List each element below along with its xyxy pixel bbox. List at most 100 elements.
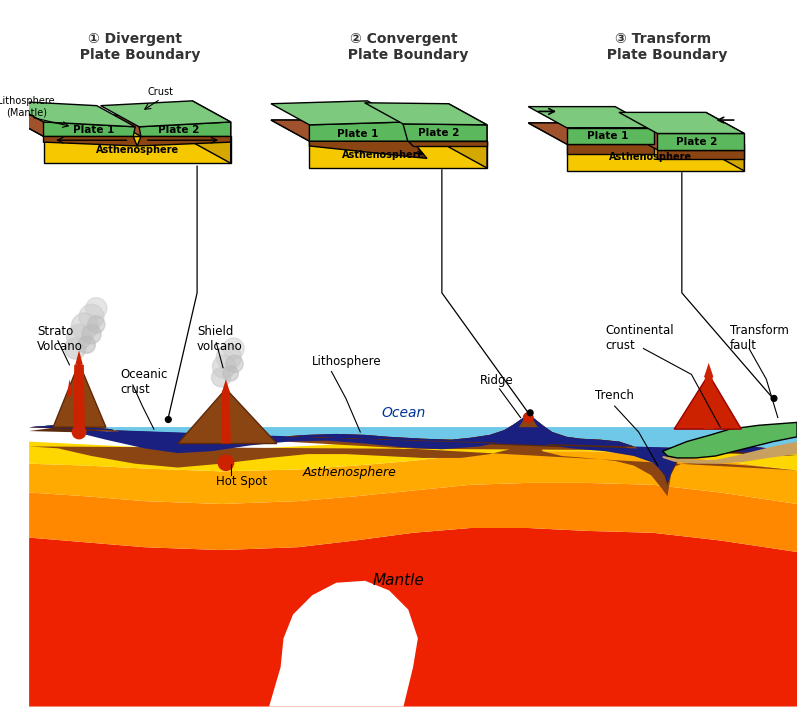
Text: ① Divergent
  Plate Boundary: ① Divergent Plate Boundary: [70, 32, 200, 62]
Circle shape: [88, 316, 105, 333]
Text: ② Convergent
  Plate Boundary: ② Convergent Plate Boundary: [338, 32, 469, 62]
Polygon shape: [365, 103, 487, 125]
Circle shape: [79, 304, 104, 329]
Polygon shape: [706, 128, 744, 159]
Polygon shape: [408, 141, 487, 146]
Polygon shape: [5, 115, 134, 136]
Polygon shape: [178, 389, 277, 443]
Polygon shape: [619, 128, 744, 150]
Circle shape: [82, 324, 101, 344]
Text: Oceanic
crust: Oceanic crust: [120, 368, 168, 396]
Circle shape: [86, 298, 107, 319]
Polygon shape: [101, 101, 230, 127]
Polygon shape: [528, 123, 654, 144]
Polygon shape: [310, 141, 487, 168]
Text: Ocean: Ocean: [382, 406, 426, 420]
Text: Ridge: Ridge: [480, 374, 514, 387]
Circle shape: [771, 396, 777, 402]
Polygon shape: [29, 283, 797, 707]
Text: Trench: Trench: [595, 389, 634, 402]
Circle shape: [223, 338, 244, 359]
Polygon shape: [75, 350, 83, 365]
Polygon shape: [137, 136, 230, 146]
Polygon shape: [403, 124, 487, 141]
Polygon shape: [271, 120, 487, 141]
Polygon shape: [619, 112, 744, 133]
Polygon shape: [566, 128, 654, 144]
Polygon shape: [222, 379, 230, 392]
Polygon shape: [250, 581, 418, 707]
Polygon shape: [658, 133, 744, 150]
Polygon shape: [310, 122, 413, 141]
Polygon shape: [192, 115, 230, 163]
Text: Mantle: Mantle: [373, 573, 425, 588]
Polygon shape: [221, 391, 230, 443]
Circle shape: [527, 410, 533, 416]
Polygon shape: [5, 115, 230, 136]
Text: Continental
crust: Continental crust: [605, 324, 674, 352]
Circle shape: [166, 417, 171, 423]
Circle shape: [218, 455, 234, 470]
Text: Plate 1: Plate 1: [337, 129, 378, 139]
Polygon shape: [271, 101, 406, 125]
Polygon shape: [43, 136, 230, 163]
Polygon shape: [53, 363, 106, 428]
Polygon shape: [66, 379, 72, 399]
Text: Plate 2: Plate 2: [675, 137, 717, 146]
Text: Plate 1: Plate 1: [587, 131, 628, 141]
Polygon shape: [370, 120, 487, 141]
Text: Asthenosphere: Asthenosphere: [609, 152, 692, 162]
Polygon shape: [29, 413, 797, 451]
Polygon shape: [662, 441, 797, 464]
Circle shape: [213, 355, 235, 379]
Polygon shape: [674, 374, 742, 429]
Circle shape: [72, 425, 86, 439]
Polygon shape: [658, 150, 744, 159]
Polygon shape: [449, 120, 487, 168]
Polygon shape: [566, 144, 744, 171]
Polygon shape: [29, 483, 797, 552]
Text: Transform
fault: Transform fault: [730, 324, 789, 352]
Polygon shape: [29, 413, 797, 482]
Text: Plate 2: Plate 2: [158, 125, 199, 135]
Polygon shape: [528, 107, 654, 128]
Polygon shape: [139, 122, 230, 136]
Text: Strato
Volcano: Strato Volcano: [37, 324, 82, 353]
Polygon shape: [518, 413, 538, 428]
Polygon shape: [29, 413, 797, 496]
Text: Asthenosphere: Asthenosphere: [95, 145, 178, 155]
Circle shape: [78, 336, 95, 353]
Polygon shape: [704, 376, 714, 429]
Polygon shape: [528, 123, 744, 144]
Polygon shape: [29, 528, 797, 707]
Text: Lithosphere
(Mantle): Lithosphere (Mantle): [0, 96, 55, 118]
Text: Crust: Crust: [148, 87, 174, 97]
Circle shape: [523, 413, 533, 423]
Polygon shape: [29, 451, 797, 504]
Circle shape: [66, 324, 91, 350]
Polygon shape: [310, 141, 427, 159]
Polygon shape: [74, 365, 85, 428]
Polygon shape: [271, 120, 413, 141]
Polygon shape: [449, 104, 487, 141]
Circle shape: [223, 366, 238, 381]
Polygon shape: [29, 413, 797, 485]
Polygon shape: [5, 101, 135, 127]
Polygon shape: [102, 115, 230, 136]
Polygon shape: [704, 363, 714, 377]
Circle shape: [211, 368, 230, 387]
Text: Shield
volcano: Shield volcano: [197, 324, 243, 353]
Circle shape: [65, 338, 86, 359]
Circle shape: [226, 355, 243, 373]
Text: Plate 1: Plate 1: [74, 125, 114, 135]
Text: ③ Transform
  Plate Boundary: ③ Transform Plate Boundary: [598, 32, 728, 62]
Text: Lithosphere: Lithosphere: [312, 355, 382, 368]
Circle shape: [216, 345, 242, 370]
Polygon shape: [662, 423, 797, 458]
Text: Plate 2: Plate 2: [418, 128, 460, 138]
Polygon shape: [43, 122, 135, 136]
Circle shape: [71, 313, 98, 340]
Text: Asthenosphere: Asthenosphere: [342, 149, 426, 159]
Polygon shape: [43, 136, 137, 146]
Text: Hot Spot: Hot Spot: [216, 475, 267, 488]
